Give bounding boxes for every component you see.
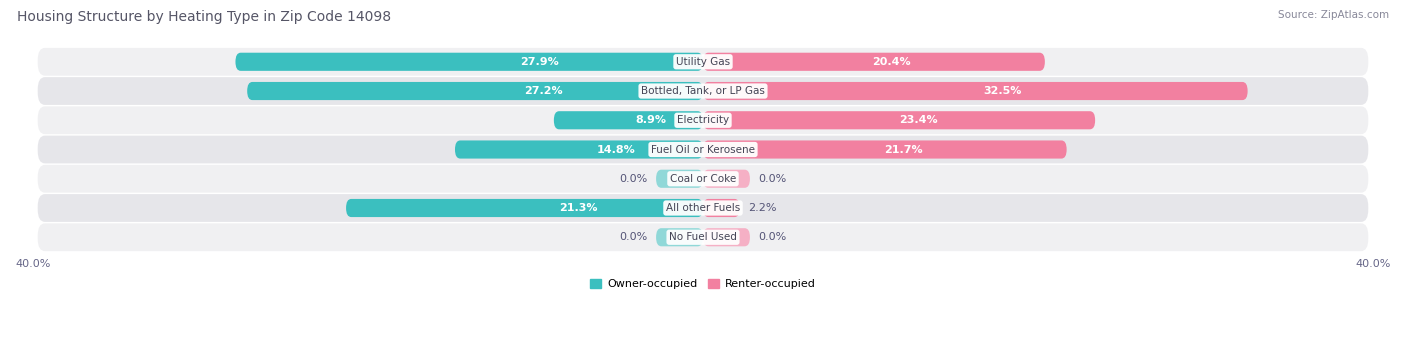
FancyBboxPatch shape (38, 165, 1368, 193)
Text: 23.4%: 23.4% (900, 115, 938, 125)
Text: Housing Structure by Heating Type in Zip Code 14098: Housing Structure by Heating Type in Zip… (17, 10, 391, 24)
Text: 27.9%: 27.9% (520, 57, 558, 67)
Text: 0.0%: 0.0% (758, 232, 786, 242)
Text: Bottled, Tank, or LP Gas: Bottled, Tank, or LP Gas (641, 86, 765, 96)
Text: 20.4%: 20.4% (872, 57, 910, 67)
Text: Fuel Oil or Kerosene: Fuel Oil or Kerosene (651, 145, 755, 154)
Text: 8.9%: 8.9% (636, 115, 666, 125)
FancyBboxPatch shape (657, 170, 703, 188)
Text: 21.3%: 21.3% (558, 203, 598, 213)
Text: Electricity: Electricity (676, 115, 730, 125)
Text: Coal or Coke: Coal or Coke (669, 174, 737, 184)
Text: 0.0%: 0.0% (620, 174, 648, 184)
FancyBboxPatch shape (456, 140, 703, 159)
FancyBboxPatch shape (703, 82, 1247, 100)
Text: 0.0%: 0.0% (758, 174, 786, 184)
FancyBboxPatch shape (703, 199, 740, 217)
Text: Source: ZipAtlas.com: Source: ZipAtlas.com (1278, 10, 1389, 20)
FancyBboxPatch shape (554, 111, 703, 129)
FancyBboxPatch shape (38, 194, 1368, 222)
Text: 27.2%: 27.2% (524, 86, 562, 96)
FancyBboxPatch shape (235, 53, 703, 71)
FancyBboxPatch shape (703, 140, 1067, 159)
Text: No Fuel Used: No Fuel Used (669, 232, 737, 242)
FancyBboxPatch shape (38, 223, 1368, 251)
Text: 21.7%: 21.7% (884, 145, 922, 154)
FancyBboxPatch shape (657, 228, 703, 246)
FancyBboxPatch shape (703, 170, 749, 188)
Text: 2.2%: 2.2% (748, 203, 776, 213)
Text: 0.0%: 0.0% (620, 232, 648, 242)
Text: 32.5%: 32.5% (983, 86, 1022, 96)
FancyBboxPatch shape (38, 106, 1368, 134)
Text: All other Fuels: All other Fuels (666, 203, 740, 213)
FancyBboxPatch shape (247, 82, 703, 100)
FancyBboxPatch shape (703, 111, 1095, 129)
FancyBboxPatch shape (38, 136, 1368, 163)
Text: 14.8%: 14.8% (596, 145, 636, 154)
FancyBboxPatch shape (346, 199, 703, 217)
FancyBboxPatch shape (38, 48, 1368, 76)
Text: Utility Gas: Utility Gas (676, 57, 730, 67)
FancyBboxPatch shape (38, 77, 1368, 105)
FancyBboxPatch shape (703, 53, 1045, 71)
FancyBboxPatch shape (703, 228, 749, 246)
Legend: Owner-occupied, Renter-occupied: Owner-occupied, Renter-occupied (586, 274, 820, 294)
